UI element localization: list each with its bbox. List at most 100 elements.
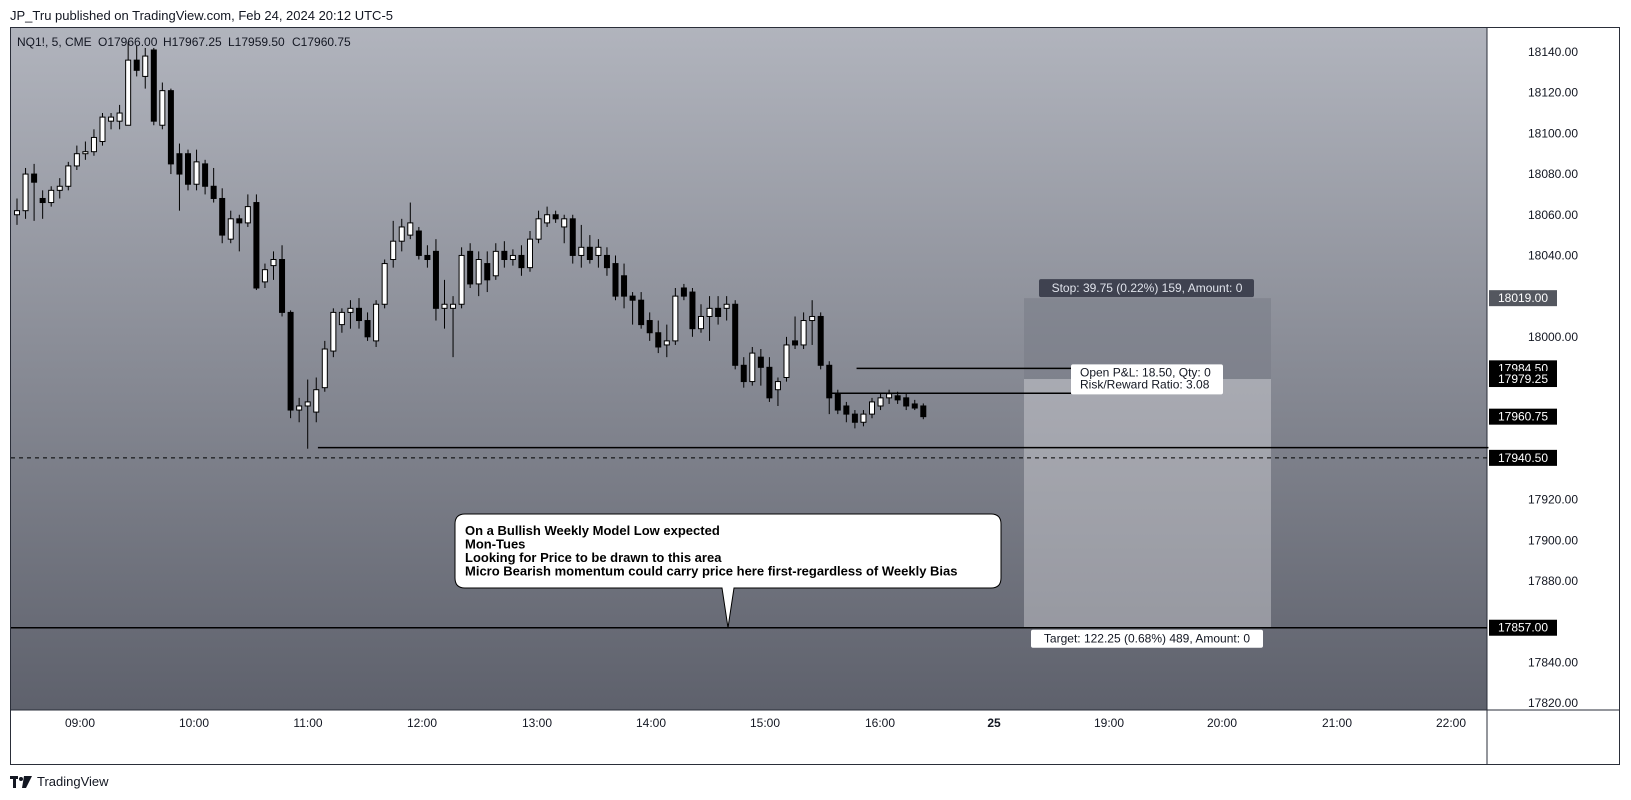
candle[interactable] xyxy=(484,251,491,293)
candle[interactable] xyxy=(544,206,551,227)
candle[interactable] xyxy=(185,149,191,191)
candle[interactable] xyxy=(817,312,824,370)
candle[interactable] xyxy=(475,251,482,297)
candle[interactable] xyxy=(920,403,927,420)
candle[interactable] xyxy=(732,300,739,370)
candle[interactable] xyxy=(73,145,80,170)
candle[interactable] xyxy=(133,45,140,77)
candle[interactable] xyxy=(424,245,431,268)
candle[interactable] xyxy=(689,287,696,337)
candle[interactable] xyxy=(672,287,679,345)
candle[interactable] xyxy=(313,377,320,423)
candle[interactable] xyxy=(774,377,781,406)
candle[interactable] xyxy=(561,214,568,244)
candle[interactable] xyxy=(757,349,764,386)
candle[interactable] xyxy=(108,113,115,130)
candle[interactable] xyxy=(304,379,311,449)
candle[interactable] xyxy=(792,316,799,350)
candle[interactable] xyxy=(90,129,97,156)
candle[interactable] xyxy=(407,202,414,240)
candle[interactable] xyxy=(39,190,46,219)
candle[interactable] xyxy=(706,296,713,341)
candle[interactable] xyxy=(356,298,362,329)
candle[interactable] xyxy=(715,296,722,325)
candle[interactable] xyxy=(911,399,918,411)
candle[interactable] xyxy=(886,389,893,404)
candle[interactable] xyxy=(646,312,653,341)
candle[interactable] xyxy=(783,336,790,382)
candle[interactable] xyxy=(586,235,593,264)
candle[interactable] xyxy=(595,239,602,268)
candle[interactable] xyxy=(450,296,457,358)
candle[interactable] xyxy=(663,324,670,358)
candle[interactable] xyxy=(150,47,157,126)
candle[interactable] xyxy=(364,312,371,341)
candle[interactable] xyxy=(330,308,337,358)
candle[interactable] xyxy=(381,259,388,309)
candle[interactable] xyxy=(142,47,149,89)
candle[interactable] xyxy=(552,210,559,223)
candle[interactable] xyxy=(492,243,499,280)
target-zone[interactable] xyxy=(1024,379,1271,628)
candle[interactable] xyxy=(116,104,123,130)
candle[interactable] xyxy=(227,210,234,244)
candle[interactable] xyxy=(432,239,439,321)
candle[interactable] xyxy=(518,245,525,276)
candle[interactable] xyxy=(279,245,286,317)
candle[interactable] xyxy=(851,410,858,429)
price-tag[interactable]: 17857.00 xyxy=(1489,619,1557,636)
target-label[interactable]: Target: 122.25 (0.68%) 489, Amount: 0 xyxy=(1031,629,1263,648)
candle[interactable] xyxy=(809,300,816,345)
price-tag[interactable]: 18019.00 xyxy=(1489,290,1557,307)
candle[interactable] xyxy=(766,357,773,402)
price-tag[interactable]: 17940.50 xyxy=(1489,449,1557,466)
price-tag[interactable]: 17960.75 xyxy=(1489,408,1557,425)
candle[interactable] xyxy=(535,210,542,244)
candle[interactable] xyxy=(415,226,422,260)
candle[interactable] xyxy=(826,361,833,415)
candle[interactable] xyxy=(210,167,217,203)
candle[interactable] xyxy=(82,141,89,160)
candle[interactable] xyxy=(740,357,747,388)
candle[interactable] xyxy=(159,82,166,130)
candle[interactable] xyxy=(501,241,508,268)
candle[interactable] xyxy=(843,401,850,423)
annotation-callout[interactable]: On a Bullish Weekly Model Low expectedMo… xyxy=(454,513,1002,628)
candle[interactable] xyxy=(458,247,465,309)
candle[interactable] xyxy=(655,320,662,354)
candle[interactable] xyxy=(48,186,55,207)
candle[interactable] xyxy=(270,251,277,280)
candle[interactable] xyxy=(261,263,268,288)
candle[interactable] xyxy=(621,263,628,309)
candle[interactable] xyxy=(14,198,20,225)
candle[interactable] xyxy=(347,300,354,329)
candle[interactable] xyxy=(193,149,200,191)
candle[interactable] xyxy=(629,292,636,325)
candle[interactable] xyxy=(202,159,209,195)
candle[interactable] xyxy=(569,214,576,264)
candle[interactable] xyxy=(723,296,730,321)
candle[interactable] xyxy=(125,41,132,126)
candle[interactable] xyxy=(749,346,756,386)
stop-label[interactable]: Stop: 39.75 (0.22%) 159, Amount: 0 xyxy=(1039,279,1254,298)
candle[interactable] xyxy=(894,391,901,404)
candle[interactable] xyxy=(31,163,38,221)
candle[interactable] xyxy=(527,231,533,272)
candle[interactable] xyxy=(800,312,807,350)
candle[interactable] xyxy=(638,292,645,329)
candle[interactable] xyxy=(612,255,619,301)
candle[interactable] xyxy=(236,214,243,252)
candle[interactable] xyxy=(834,389,841,415)
candlestick-chart[interactable]: Stop: 39.75 (0.22%) 159, Amount: 0 Open P… xyxy=(11,28,1619,764)
price-tag[interactable]: 17979.25 xyxy=(1489,371,1557,388)
candle[interactable] xyxy=(869,397,875,419)
candle[interactable] xyxy=(509,249,516,266)
candle[interactable] xyxy=(22,167,29,219)
candle[interactable] xyxy=(65,161,72,191)
candle[interactable] xyxy=(167,88,174,175)
candle[interactable] xyxy=(860,410,867,427)
candle[interactable] xyxy=(398,218,405,252)
candle[interactable] xyxy=(390,220,397,268)
candle[interactable] xyxy=(698,304,704,333)
